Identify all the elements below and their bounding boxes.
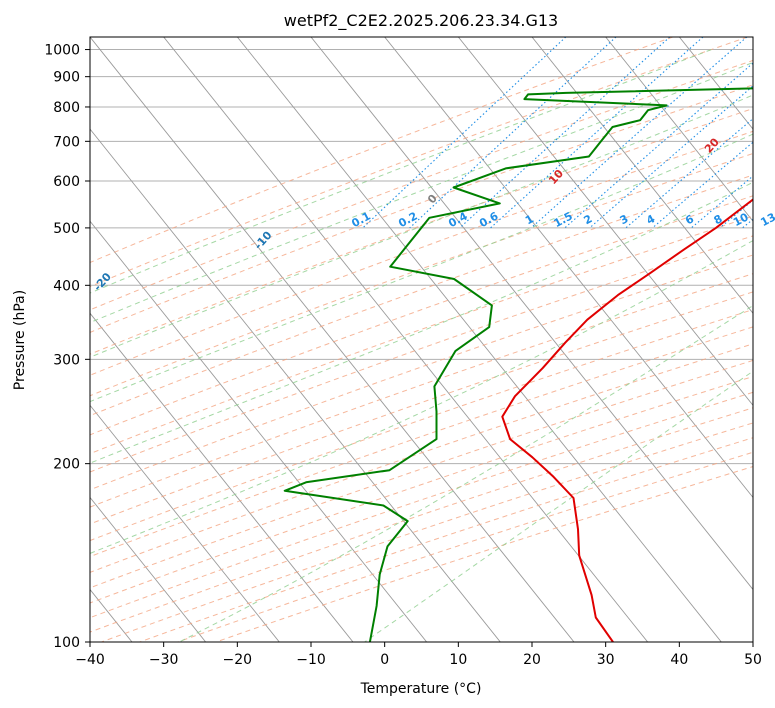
mixing-ratio-line: [459, 37, 671, 229]
y-axis-title: Pressure (hPa): [12, 290, 28, 390]
y-axis: 100 200 300 400 500 600 700 800 900 1000: [44, 43, 90, 651]
dry-adiabat: [177, 451, 753, 642]
dry-adiabat: [90, 37, 748, 288]
x-tick-label: −10: [296, 652, 326, 668]
dry-adiabat: [90, 343, 753, 573]
isotherm-line: [236, 37, 722, 642]
x-axis: −40 −30 −20 −10 0 10 20 30 40 50: [75, 642, 762, 668]
y-tick-label: 800: [53, 100, 80, 116]
dry-adiabat: [90, 376, 753, 604]
moist-adiabat: [90, 49, 712, 294]
dry-adiabat: [90, 235, 753, 473]
isotherm-line: [310, 37, 753, 591]
x-tick-label: 40: [670, 652, 688, 668]
dry-adiabat: [139, 437, 753, 642]
dry-adiabat: [90, 407, 753, 633]
dewpoint-profile-line: [283, 87, 753, 642]
profile-lines: [283, 87, 753, 642]
isotherm-line: [90, 404, 280, 642]
reference-lines: [90, 37, 753, 642]
y-tick-label: 400: [53, 278, 80, 294]
y-tick-label: 300: [53, 352, 80, 368]
isotherm-line: [457, 37, 753, 407]
isotherm-line: [605, 37, 753, 222]
mixing-ratio-line: [409, 37, 617, 229]
y-tick-label: 900: [53, 70, 80, 86]
x-tick-label: 0: [380, 652, 389, 668]
isotherm-line: [163, 37, 649, 642]
x-axis-title: Temperature (°C): [360, 681, 482, 697]
y-tick-label: 700: [53, 134, 80, 150]
x-tick-label: −30: [149, 652, 179, 668]
dry-adiabat: [90, 152, 753, 397]
x-tick-label: −20: [223, 652, 253, 668]
mixing-ratio-label: 10: [731, 210, 751, 229]
moist-adiabat: [90, 181, 753, 464]
mixing-ratio-line: [530, 37, 748, 229]
y-tick-label: 500: [53, 221, 80, 237]
isotherm-line: [90, 496, 207, 642]
x-tick-label: 10: [449, 652, 467, 668]
moist-adiabat: [364, 370, 753, 642]
x-tick-label: 20: [523, 652, 541, 668]
x-tick-label: 30: [597, 652, 615, 668]
isotherm-line: [90, 37, 575, 642]
moist-adiabat: [90, 240, 753, 554]
plot-frame: [89, 36, 754, 643]
x-tick-label: 50: [744, 652, 762, 668]
isotherm-line: [90, 312, 354, 642]
chart-title: wetPf2_C2E2.2025.206.23.34.G13: [284, 11, 558, 31]
isotherm-line: [90, 128, 501, 642]
isotherm-line: [531, 37, 753, 314]
mixing-ratio-line: [690, 175, 753, 229]
moist-adiabat: [90, 94, 753, 358]
dry-adiabat: [90, 215, 753, 455]
dry-adiabat: [90, 326, 753, 558]
moist-adiabat: [179, 304, 753, 642]
mixing-ratio-line: [362, 37, 567, 229]
y-tick-label: 100: [53, 635, 80, 651]
mixing-ratio-label: 13: [758, 210, 775, 229]
dry-adiabat: [90, 37, 673, 264]
dry-adiabat: [90, 254, 753, 491]
temperature-profile-line: [501, 198, 753, 642]
y-tick-label: 600: [53, 174, 80, 190]
mixing-ratio-line: [625, 117, 753, 229]
dry-adiabat: [90, 174, 753, 417]
dry-adiabat: [90, 309, 753, 542]
mixing-ratio-line: [564, 62, 753, 229]
dry-adiabat: [90, 291, 753, 525]
x-tick-label: −40: [75, 652, 105, 668]
y-tick-label: 200: [53, 457, 80, 473]
y-tick-label: 1000: [44, 43, 80, 59]
dry-adiabat: [90, 130, 753, 376]
